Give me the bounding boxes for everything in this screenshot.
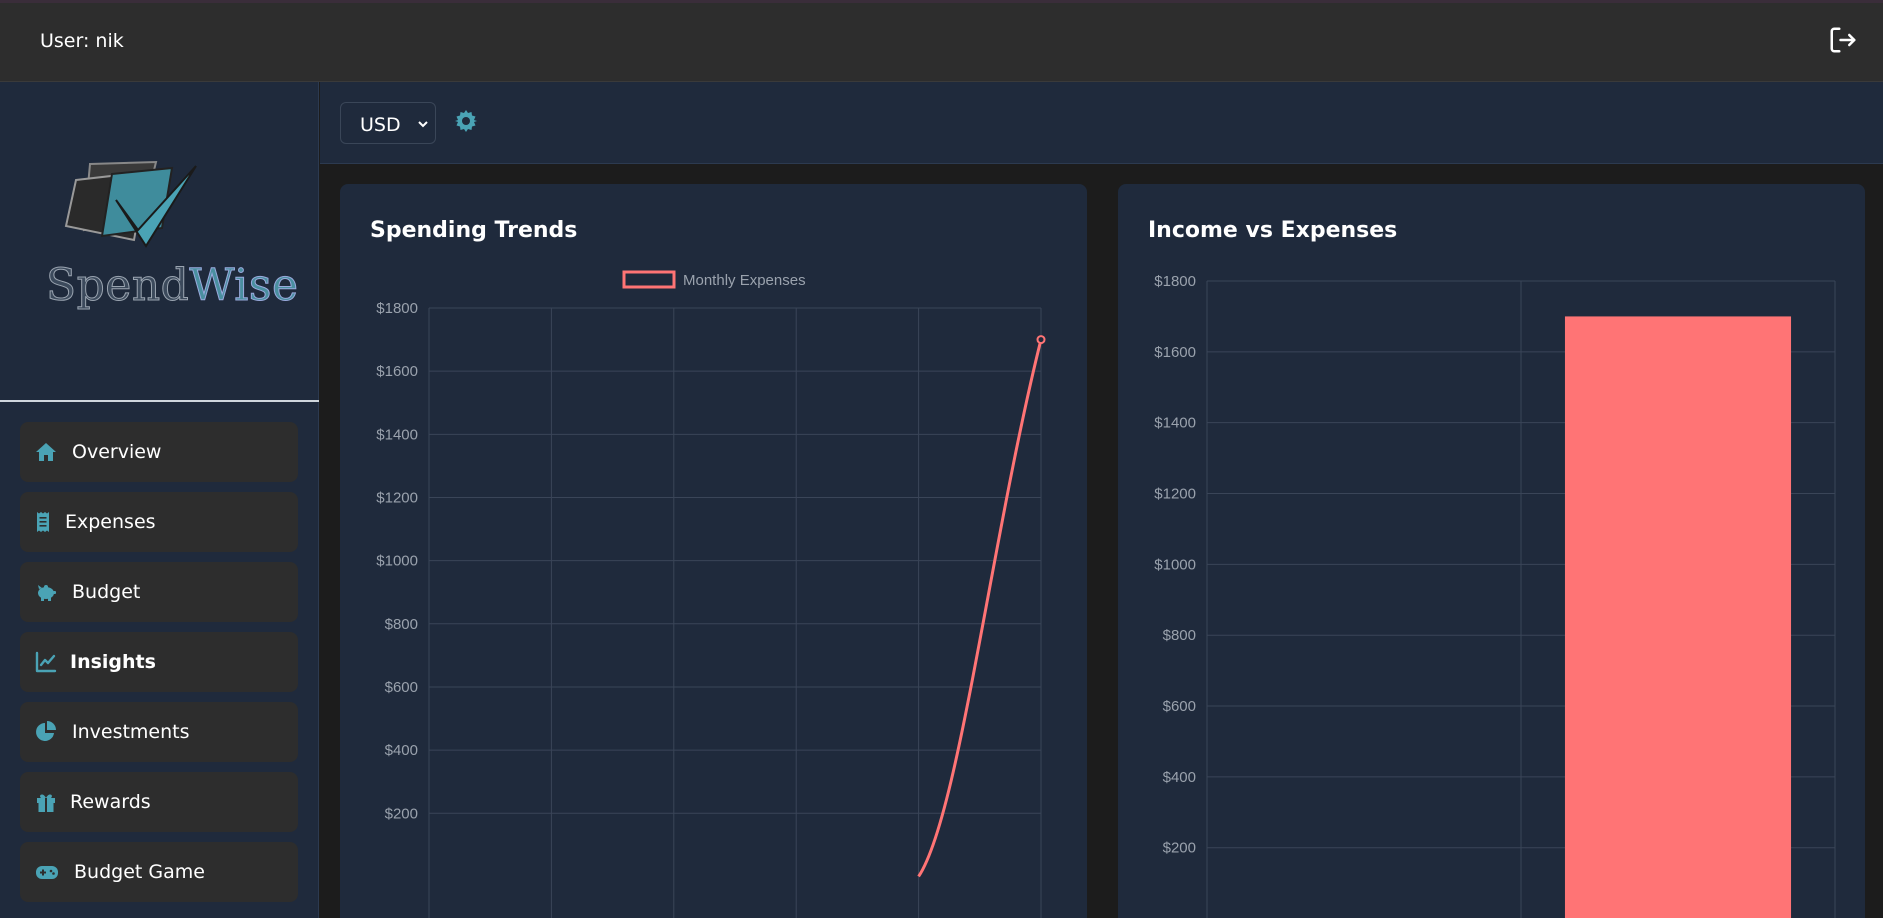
y-tick-label: $600 xyxy=(385,679,418,696)
currency-select[interactable]: USD xyxy=(340,102,436,144)
bar-expenses xyxy=(1564,316,1792,918)
spending-trends-card: Spending Trends $200 $400 $600 $800 $1000 $12… xyxy=(340,184,1087,918)
y-tick-label: $1600 xyxy=(1154,344,1196,361)
card-title: Income vs Expenses xyxy=(1148,218,1398,243)
home-icon xyxy=(36,443,56,461)
sidebar: SpendWise Overview Expenses Budget Insig… xyxy=(0,82,319,918)
y-tick-label: $1000 xyxy=(376,553,418,570)
legend-label: Monthly Expenses xyxy=(683,272,806,289)
y-tick-label: $200 xyxy=(1163,840,1196,857)
spendwise-logo: SpendWise xyxy=(45,160,299,312)
y-tick-label: $1200 xyxy=(376,489,418,506)
y-tick-label: $800 xyxy=(1163,627,1196,644)
chart-line-icon xyxy=(35,651,57,673)
data-point xyxy=(1036,335,1046,345)
y-tick-label: $1400 xyxy=(1154,415,1196,432)
sidebar-item-insights[interactable]: Insights xyxy=(20,632,298,692)
y-tick-label: $1800 xyxy=(376,300,418,317)
card-title: Spending Trends xyxy=(370,218,578,243)
sidebar-item-label: Rewards xyxy=(70,791,151,813)
top-bar: User: nik xyxy=(0,0,1883,82)
toolbar: USD xyxy=(320,82,1883,164)
receipt-icon xyxy=(37,512,49,532)
sidebar-divider xyxy=(0,400,319,402)
gamepad-icon xyxy=(36,866,58,879)
legend-swatch xyxy=(622,270,676,289)
y-tick-label: $600 xyxy=(1163,698,1196,715)
sidebar-item-label: Budget xyxy=(72,581,141,603)
y-tick-label: $400 xyxy=(1163,769,1196,786)
y-tick-label: $1600 xyxy=(376,363,418,380)
logo-wordmark: SpendWise xyxy=(45,260,299,312)
chevron-down-icon xyxy=(418,121,428,128)
currency-value: USD xyxy=(360,114,401,136)
sidebar-item-rewards[interactable]: Rewards xyxy=(20,772,298,832)
y-tick-label: $400 xyxy=(385,742,418,759)
sidebar-item-expenses[interactable]: Expenses xyxy=(20,492,298,552)
y-tick-label: $1400 xyxy=(376,426,418,443)
y-tick-label: $1200 xyxy=(1154,486,1196,503)
series-line-monthly-expenses xyxy=(917,339,1043,878)
piggy-bank-icon xyxy=(38,585,56,601)
sidebar-nav: Overview Expenses Budget Insights Invest… xyxy=(20,422,298,912)
user-label: User: nik xyxy=(40,30,124,52)
sidebar-item-budget-game[interactable]: Budget Game xyxy=(20,842,298,902)
sidebar-item-label: Budget Game xyxy=(74,861,205,883)
gift-icon xyxy=(37,794,55,812)
sidebar-item-investments[interactable]: Investments xyxy=(20,702,298,762)
y-tick-label: $1000 xyxy=(1154,556,1196,573)
sidebar-item-budget[interactable]: Budget xyxy=(20,562,298,622)
sidebar-item-label: Overview xyxy=(72,441,162,463)
income-vs-expenses-card: Income vs Expenses $200 $400 $600 $800 $1000… xyxy=(1118,184,1865,918)
logout-icon[interactable] xyxy=(1828,25,1858,55)
y-tick-label: $1800 xyxy=(1154,273,1196,290)
sidebar-item-label: Investments xyxy=(72,721,190,743)
gear-icon[interactable] xyxy=(454,109,478,133)
y-tick-label: $800 xyxy=(385,616,418,633)
sidebar-item-overview[interactable]: Overview xyxy=(20,422,298,482)
logo-mark xyxy=(64,160,197,248)
y-tick-label: $200 xyxy=(385,805,418,822)
sidebar-item-label: Expenses xyxy=(65,511,156,533)
spending-trends-chart: $200 $400 $600 $800 $1000 $1200 $1400 $1600 $180… xyxy=(376,270,1046,918)
sidebar-item-label: Insights xyxy=(70,651,156,673)
pie-chart-icon xyxy=(36,721,56,741)
income-vs-expenses-chart: $200 $400 $600 $800 $1000 $1200 $1400 $1600 $180… xyxy=(1154,273,1836,918)
